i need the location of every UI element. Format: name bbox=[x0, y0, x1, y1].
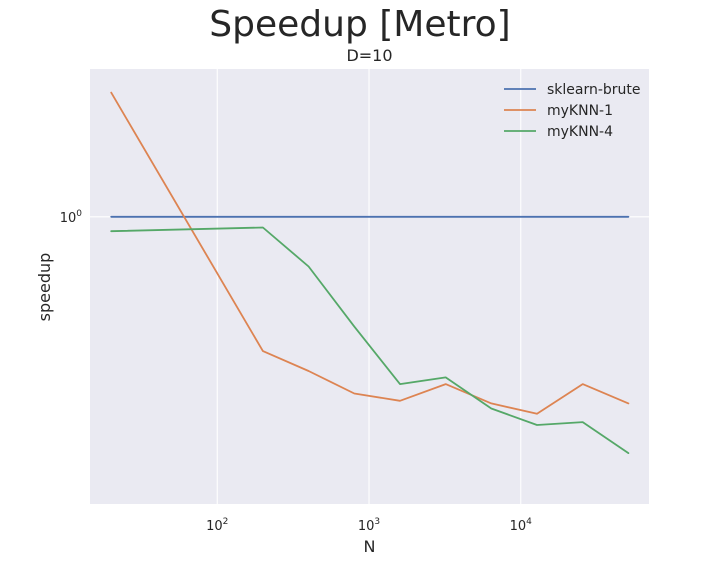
series-lines bbox=[110, 91, 630, 455]
legend: sklearn-brute myKNN-1 myKNN-4 bbox=[504, 82, 641, 140]
legend-label-myknn-4: myKNN-4 bbox=[547, 124, 613, 140]
legend-label-sklearn-brute: sklearn-brute bbox=[547, 82, 641, 98]
chart-subtitle: D=10 bbox=[346, 46, 393, 65]
x-tick-label: 102 bbox=[206, 517, 228, 534]
series-line-myknn-1 bbox=[110, 91, 630, 415]
x-tick-label: 103 bbox=[358, 517, 380, 534]
x-axis-label: N bbox=[364, 537, 376, 556]
y-tick-label: 100 bbox=[60, 209, 83, 226]
figure-title: Speedup [Metro] bbox=[209, 4, 511, 45]
y-tick-labels: 100 bbox=[60, 209, 83, 226]
x-tick-labels: 102 103 104 bbox=[206, 517, 532, 534]
y-axis-label: speedup bbox=[35, 253, 54, 322]
legend-label-myknn-1: myKNN-1 bbox=[547, 103, 613, 119]
series-line-myknn-4 bbox=[110, 226, 630, 455]
x-tick-label: 104 bbox=[510, 517, 533, 534]
